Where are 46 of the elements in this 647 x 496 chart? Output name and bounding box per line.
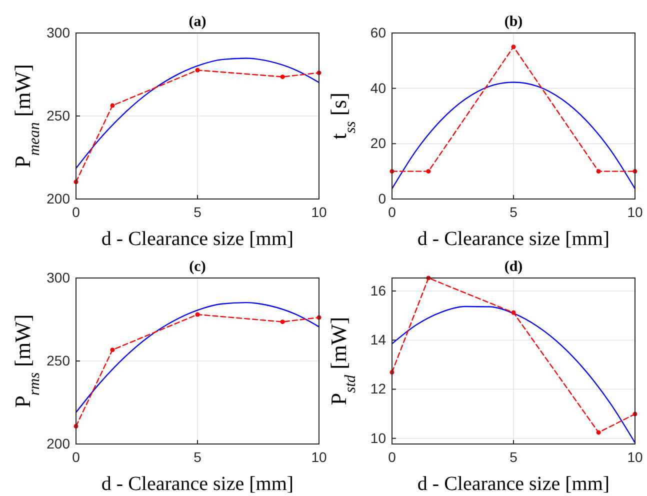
x-axis-title: d - Clearance size [mm] — [417, 228, 610, 250]
point — [280, 320, 285, 324]
y-tick-label: 200 — [46, 190, 70, 206]
point — [110, 103, 115, 108]
x-tick-label: 0 — [388, 448, 396, 465]
line-series — [75, 302, 320, 414]
x-tick-label: 10 — [311, 204, 327, 220]
y-tick-label: 200 — [46, 435, 70, 452]
x-axis-title: d - Clearance size [mm] — [417, 473, 610, 495]
chart-title: (d) — [504, 259, 523, 275]
x-tick-label: 0 — [72, 448, 80, 465]
y-tick-label: 250 — [46, 352, 70, 368]
line-series — [391, 82, 636, 190]
chart-title: (a) — [188, 14, 206, 30]
x-tick-label: 5 — [510, 448, 518, 465]
x-tick-label: 0 — [388, 204, 396, 220]
line-series — [75, 58, 320, 169]
point — [511, 310, 516, 315]
y-tick-label: 12 — [370, 380, 386, 397]
x-tick-label: 5 — [194, 204, 202, 220]
x-axis-title: d - Clearance size [mm] — [101, 228, 294, 250]
x-axis-title: d - Clearance size [mm] — [101, 473, 294, 495]
point — [110, 348, 115, 352]
x-tick-label: 10 — [627, 448, 643, 465]
x-tick-label: 0 — [72, 204, 80, 220]
line-series — [391, 306, 636, 444]
y-tick-label: 250 — [46, 107, 70, 124]
chart-title: (b) — [504, 14, 523, 30]
point — [280, 74, 285, 80]
y-tick-label: 300 — [46, 269, 70, 286]
x-tick-label: 5 — [510, 204, 518, 220]
x-tick-label: 5 — [194, 448, 202, 465]
y-tick-label: 0 — [378, 190, 386, 206]
y-tick-label: 14 — [370, 332, 386, 348]
y-tick-label: 16 — [370, 282, 386, 298]
y-tick-label: 300 — [46, 24, 70, 40]
x-tick-label: 10 — [627, 204, 643, 220]
point — [596, 430, 601, 435]
y-tick-label: 20 — [370, 135, 386, 152]
point — [195, 68, 200, 72]
y-tick-label: 40 — [370, 80, 386, 96]
y-tick-label: 10 — [370, 430, 386, 446]
point — [195, 312, 200, 317]
x-tick-label: 10 — [311, 448, 327, 465]
chart-title: (c) — [189, 259, 206, 275]
y-tick-label: 60 — [370, 24, 386, 40]
